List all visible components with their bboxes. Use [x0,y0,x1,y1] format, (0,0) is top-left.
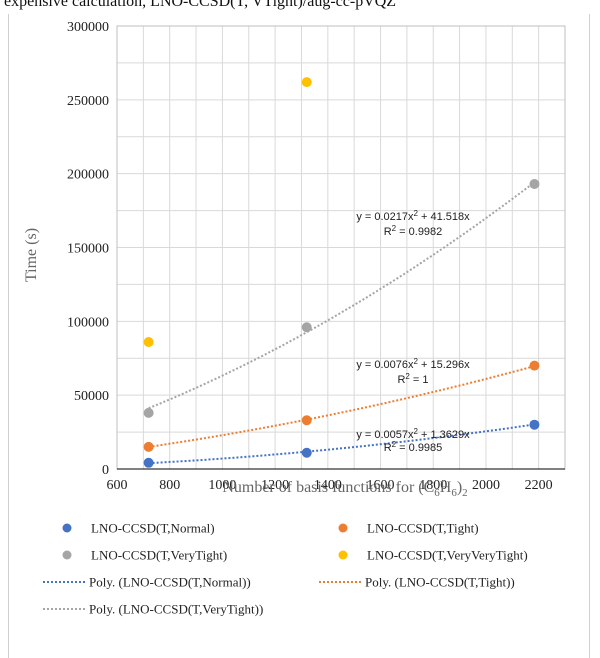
point-lno-ccsd-t-verytight [301,322,312,333]
data-points [143,77,540,468]
caption-fragment: expensive calculation, LNO-CCSD(T, VTigh… [4,0,397,10]
trendline-lno-ccsd-t-tight [148,365,535,448]
trendline-r-squared: R2 = 0.9982 [384,224,443,238]
trendline-r-squared: R2 = 0.9985 [384,440,443,454]
trendlines [148,181,536,465]
point-lno-ccsd-t-normal [301,447,312,458]
x-tick-label: 2000 [472,478,500,493]
legend-marker [62,523,72,533]
legend-label: LNO-CCSD(T,VeryTight) [91,548,227,563]
y-tick-label: 150000 [67,242,109,257]
chart-area: 600 800 1000 1200 1400 1600 1800 2000 2200 0 50000… [8,14,590,658]
y-tick-label: 300000 [67,20,109,35]
point-lno-ccsd-t-verytight [143,407,154,418]
point-lno-ccsd-t-tight [529,360,540,371]
legend-label: Poly. (LNO-CCSD(T,Tight)) [365,575,515,590]
legend-label: Poly. (LNO-CCSD(T,Normal)) [89,575,251,590]
point-lno-ccsd-t-veryverytight [143,337,154,348]
y-tick-label: 0 [102,463,109,478]
chart-svg: 600 800 1000 1200 1400 1600 1800 2000 2200 0 50000… [23,20,566,617]
point-lno-ccsd-t-veryverytight [301,77,312,88]
legend-label: LNO-CCSD(T,VeryVeryTight) [367,548,528,563]
x-tick-label: 1000 [208,478,236,493]
point-lno-ccsd-t-tight [301,415,312,426]
x-tick-label: 1400 [314,478,342,493]
chart-legend: LNO-CCSD(T,Normal) LNO-CCSD(T,Tight) LNO-C… [43,521,528,617]
x-tick-label: 1600 [367,478,395,493]
chart-gridlines [116,25,566,470]
x-axis-title: Number of basis functions for (C6H6)2 [222,479,467,499]
x-tick-label: 1800 [419,478,447,493]
point-lno-ccsd-t-verytight [529,179,540,190]
x-tick-label: 800 [159,478,180,493]
y-tick-label: 100000 [67,315,109,330]
y-tick-label: 250000 [67,94,109,109]
trendline-equation: y = 0.0217x2 + 41.518x [356,209,470,223]
x-tick-label: 2200 [525,478,553,493]
point-lno-ccsd-t-tight [143,441,154,452]
legend-marker [338,523,348,533]
x-tick-label: 1200 [261,478,289,493]
trendline-lno-ccsd-t-verytight [148,181,536,410]
legend-marker [338,550,348,560]
y-tick-label: 200000 [67,168,109,183]
y-axis-title: Time (s) [23,228,40,282]
tick-labels: 600 800 1000 1200 1400 1600 1800 2000 2200 0 50000… [67,20,553,493]
x-tick-label: 600 [107,478,128,493]
point-lno-ccsd-t-normal [529,419,540,430]
trendline-r-squared: R2 = 1 [397,372,428,386]
trendline-equation: y = 0.0057x2 + 1.3629x [356,427,470,441]
legend-label: LNO-CCSD(T,Normal) [91,521,215,536]
trendline-equation: y = 0.0076x2 + 15.296x [356,357,470,371]
legend-marker [62,550,72,560]
trendline-lno-ccsd-t-normal [148,423,535,465]
y-tick-label: 50000 [74,389,109,404]
legend-label: Poly. (LNO-CCSD(T,VeryTight)) [89,602,263,617]
point-lno-ccsd-t-normal [143,457,154,468]
legend-label: LNO-CCSD(T,Tight) [367,521,479,536]
